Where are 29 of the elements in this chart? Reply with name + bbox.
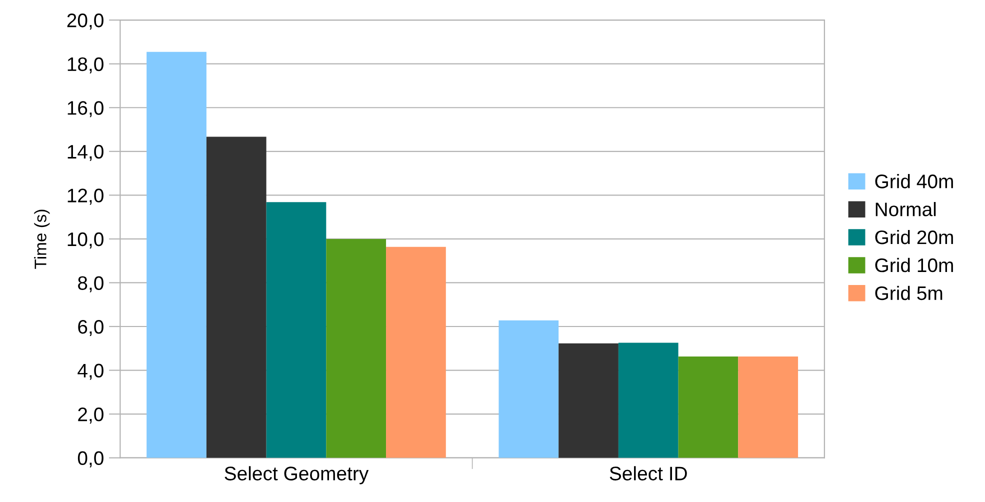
- bar: [738, 356, 798, 458]
- bar: [206, 136, 266, 458]
- bar: [618, 342, 678, 458]
- y-tick-label: 12,0: [68, 188, 104, 205]
- legend-label: Normal: [876, 202, 936, 216]
- y-tick-label: 20,0: [67, 14, 104, 30]
- bar: [266, 202, 326, 458]
- legend-label: Grid 10m: [875, 258, 953, 272]
- bar: [326, 238, 386, 458]
- bar: [558, 343, 618, 458]
- y-tick-label: 0,0: [78, 451, 104, 468]
- bar: [146, 52, 206, 458]
- x-tick-label: Select Geometry: [224, 466, 369, 484]
- y-tick-label: 14,0: [68, 144, 104, 161]
- y-tick-label: 2,0: [78, 408, 104, 424]
- bar: [386, 246, 446, 458]
- bar: [678, 356, 738, 458]
- y-tick-label: 8,0: [78, 276, 104, 292]
- legend-label: Grid 5m: [875, 286, 942, 300]
- y-tick-label: 10,0: [68, 232, 104, 248]
- y-tick-label: 4,0: [78, 364, 104, 380]
- y-tick-label: 6,0: [78, 320, 104, 336]
- legend-label: Grid 40m: [875, 174, 953, 188]
- y-axis-title: Time (s): [34, 210, 50, 269]
- y-tick-label: 18,0: [68, 57, 104, 74]
- y-tick-label: 16,0: [68, 101, 104, 118]
- bar: [498, 320, 559, 458]
- x-tick-label: Select ID: [610, 466, 687, 480]
- legend-label: Grid 20m: [875, 230, 953, 244]
